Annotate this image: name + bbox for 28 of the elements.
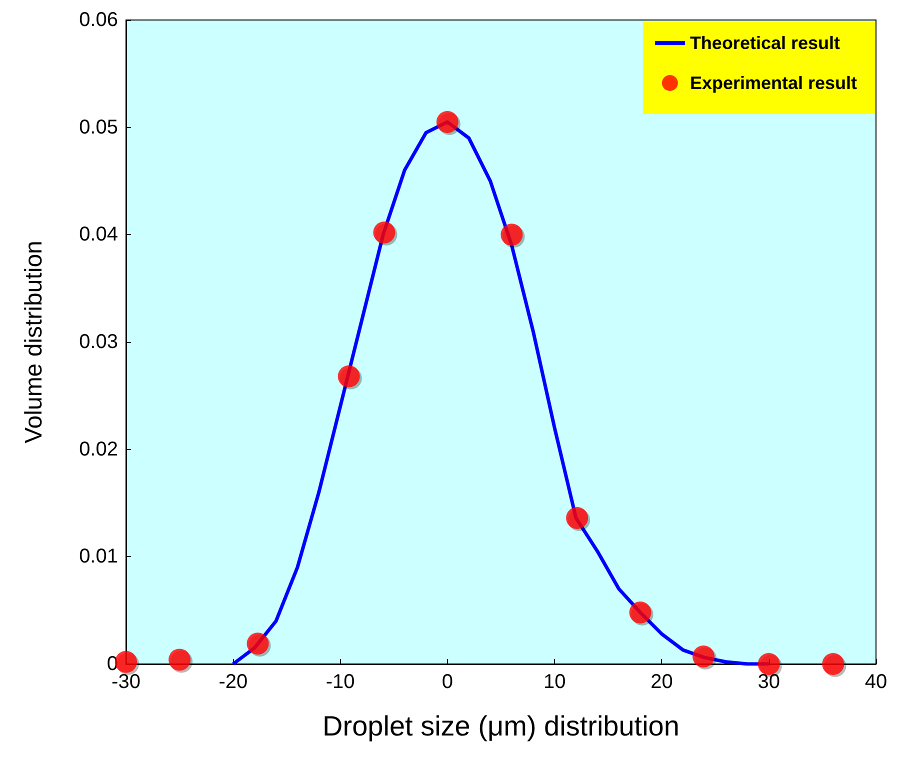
- x-tick-label: 20: [650, 671, 673, 693]
- point: [822, 653, 844, 675]
- legend-label: Theoretical result: [690, 33, 840, 53]
- point: [246, 632, 269, 655]
- point: [692, 645, 714, 668]
- y-tick-label: 0.03: [79, 331, 118, 353]
- x-axis-title: Droplet size (μm) distribution: [322, 710, 680, 742]
- point: [629, 601, 652, 624]
- point: [168, 648, 191, 671]
- x-tick-label: 30: [758, 671, 780, 693]
- y-tick-label: 0.06: [79, 9, 118, 31]
- point: [373, 222, 396, 244]
- y-tick-label: 0.04: [79, 224, 118, 246]
- point: [436, 110, 458, 133]
- y-tick-label: 0.02: [79, 438, 118, 460]
- x-tick-label: -20: [218, 671, 248, 693]
- point: [500, 224, 523, 246]
- x-tick-label: 10: [543, 671, 566, 693]
- x-tick-label: -10: [326, 671, 355, 693]
- legend-label: Experimental result: [690, 73, 858, 93]
- y-axis-title: Volume distribution: [20, 240, 48, 444]
- x-tick-label: 40: [864, 671, 888, 693]
- point: [338, 365, 360, 388]
- y-tick-label: 0.01: [79, 546, 118, 568]
- point: [566, 507, 588, 530]
- x-tick-label: 0: [442, 671, 453, 693]
- y-tick-label: 0.05: [79, 116, 118, 138]
- point: [758, 653, 780, 675]
